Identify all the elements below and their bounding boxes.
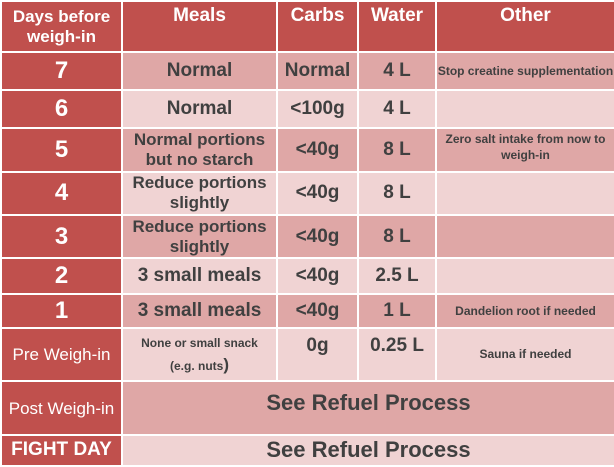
fight-day-label: FIGHT DAY bbox=[2, 435, 121, 465]
other-cell bbox=[437, 91, 614, 128]
post-weigh-in-refuel: See Refuel Process bbox=[123, 382, 614, 434]
carbs-cell: Normal bbox=[278, 53, 357, 90]
pre-weigh-in-label: Pre Weigh-in bbox=[2, 328, 121, 381]
table-row: 2 3 small meals <40g 2.5 L bbox=[2, 259, 614, 293]
other-cell bbox=[437, 259, 614, 293]
other-cell: Zero salt intake from now to weigh-in bbox=[437, 129, 614, 171]
header-other: Other bbox=[437, 2, 614, 51]
carbs-cell: <40g bbox=[278, 216, 357, 258]
day-cell: 6 bbox=[2, 91, 121, 128]
day-cell: 3 bbox=[2, 216, 121, 258]
post-weigh-in-row: Post Weigh-in See Refuel Process bbox=[2, 382, 614, 434]
table-row: 6 Normal <100g 4 L bbox=[2, 91, 614, 128]
day-cell: 5 bbox=[2, 129, 121, 171]
other-cell: Dandelion root if needed bbox=[437, 294, 614, 327]
water-cell: 2.5 L bbox=[359, 259, 435, 293]
pre-weigh-in-water: 0.25 L bbox=[359, 328, 435, 381]
carbs-cell: <40g bbox=[278, 259, 357, 293]
water-cell: 8 L bbox=[359, 216, 435, 258]
meals-note-text: (e.g. nuts bbox=[169, 358, 224, 373]
table-row: 1 3 small meals <40g 1 L Dandelion root … bbox=[2, 294, 614, 327]
table-row: 4 Reduce portions slightly <40g 8 L bbox=[2, 172, 614, 215]
other-cell: Stop creatine supplementation bbox=[437, 53, 614, 90]
fight-day-row: FIGHT DAY See Refuel Process bbox=[2, 435, 614, 465]
meals-note-paren: ) bbox=[223, 354, 229, 374]
carbs-cell: <40g bbox=[278, 172, 357, 215]
day-cell: 2 bbox=[2, 259, 121, 293]
post-weigh-in-label: Post Weigh-in bbox=[2, 382, 121, 434]
header-days: Days before weigh-in bbox=[2, 2, 121, 51]
day-cell: 1 bbox=[2, 294, 121, 327]
meals-main-text: None or small snack bbox=[141, 335, 258, 350]
pre-weigh-in-carbs: 0g bbox=[278, 328, 357, 381]
header-row: Days before weigh-in Meals Carbs Water O… bbox=[2, 2, 614, 51]
day-cell: 7 bbox=[2, 53, 121, 90]
meals-cell: 3 small meals bbox=[123, 259, 276, 293]
pre-weigh-in-row: Pre Weigh-in None or small snack (e.g. n… bbox=[2, 328, 614, 381]
header-carbs: Carbs bbox=[278, 2, 357, 51]
day-cell: 4 bbox=[2, 172, 121, 215]
meals-cell: 3 small meals bbox=[123, 294, 276, 327]
water-cell: 4 L bbox=[359, 91, 435, 128]
carbs-cell: <100g bbox=[278, 91, 357, 128]
meals-cell: Normal bbox=[123, 53, 276, 90]
carbs-cell: <40g bbox=[278, 129, 357, 171]
fight-day-refuel: See Refuel Process bbox=[123, 435, 614, 465]
water-cell: 4 L bbox=[359, 53, 435, 90]
meals-cell: Normal bbox=[123, 91, 276, 128]
header-meals: Meals bbox=[123, 2, 276, 51]
carbs-cell: <40g bbox=[278, 294, 357, 327]
water-cell: 8 L bbox=[359, 172, 435, 215]
meals-cell: Reduce portions slightly bbox=[123, 216, 276, 258]
other-cell bbox=[437, 216, 614, 258]
other-cell bbox=[437, 172, 614, 215]
table-row: 5 Normal portions but no starch <40g 8 L… bbox=[2, 129, 614, 171]
table-row: 3 Reduce portions slightly <40g 8 L bbox=[2, 216, 614, 258]
meals-cell: Reduce portions slightly bbox=[123, 172, 276, 215]
header-water: Water bbox=[359, 2, 435, 51]
water-cell: 8 L bbox=[359, 129, 435, 171]
table-row: 7 Normal Normal 4 L Stop creatine supple… bbox=[2, 53, 614, 90]
water-cell: 1 L bbox=[359, 294, 435, 327]
pre-weigh-in-other: Sauna if needed bbox=[437, 328, 614, 381]
meals-cell: Normal portions but no starch bbox=[123, 129, 276, 171]
pre-weigh-in-meals: None or small snack (e.g. nuts) bbox=[123, 328, 276, 381]
